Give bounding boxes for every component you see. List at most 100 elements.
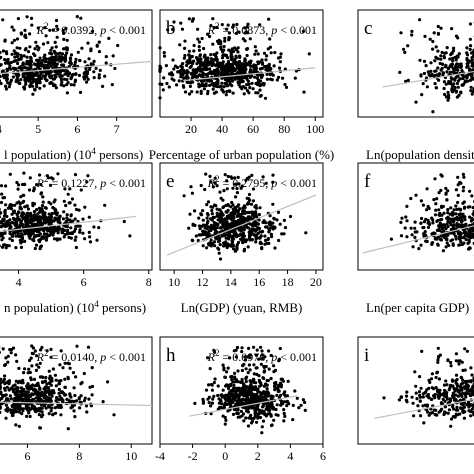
data-point: [424, 76, 429, 80]
data-point: [272, 64, 276, 68]
data-point: [450, 65, 454, 69]
data-point: [246, 245, 250, 249]
data-point: [204, 62, 208, 66]
stat-part: < 0.001: [106, 350, 146, 364]
data-point: [267, 17, 271, 21]
data-point: [229, 375, 233, 379]
data-point: [18, 46, 22, 50]
data-point: [264, 68, 268, 72]
data-point: [436, 57, 440, 61]
data-point: [182, 56, 186, 60]
data-point: [69, 53, 74, 57]
data-point: [36, 381, 40, 385]
data-point: [219, 67, 223, 71]
data-point: [69, 83, 73, 87]
data-point: [55, 24, 59, 28]
data-point: [434, 202, 438, 206]
data-point: [29, 214, 33, 218]
data-point: [68, 392, 72, 396]
data-point: [201, 229, 205, 233]
data-point: [2, 214, 7, 218]
data-point: [36, 66, 40, 70]
data-point: [212, 380, 216, 385]
r-squared-stat: R2 = 0.0392, p < 0.001: [36, 21, 146, 37]
data-point: [276, 384, 281, 389]
data-point: [226, 386, 231, 390]
data-point: [253, 399, 257, 403]
data-point: [248, 368, 252, 372]
data-point: [190, 19, 194, 23]
data-point: [464, 74, 468, 78]
data-point: [218, 219, 222, 223]
data-point: [431, 387, 436, 391]
data-points: [0, 15, 120, 96]
data-point: [398, 70, 402, 74]
data-point: [253, 224, 258, 228]
data-point: [43, 77, 47, 81]
data-point: [437, 191, 441, 195]
data-point: [457, 223, 461, 227]
data-point: [456, 200, 460, 205]
data-point: [86, 41, 90, 45]
data-point: [245, 47, 249, 51]
data-point: [188, 212, 192, 216]
data-point: [60, 230, 64, 234]
x-tick-label: 12: [197, 275, 209, 289]
data-point: [62, 210, 66, 214]
data-point: [90, 393, 94, 397]
data-point: [245, 392, 249, 396]
data-point: [5, 58, 9, 63]
data-point: [46, 71, 51, 75]
data-point: [231, 25, 235, 29]
data-point: [271, 73, 275, 77]
scatter-panel-8: -4-20246Ln(percentage of built-up area) …: [155, 336, 326, 463]
data-point: [63, 377, 67, 381]
data-point: [400, 216, 404, 220]
data-point: [187, 226, 191, 230]
data-point: [26, 72, 30, 76]
data-point: [31, 92, 35, 96]
data-point: [406, 44, 410, 48]
data-point: [286, 379, 290, 383]
data-point: [83, 237, 87, 241]
data-point: [430, 411, 434, 415]
data-point: [55, 72, 59, 76]
data-point: [55, 211, 60, 215]
data-point: [222, 366, 226, 370]
data-point: [269, 51, 273, 55]
data-point: [86, 345, 91, 349]
data-point: [28, 84, 32, 89]
data-point: [21, 381, 25, 385]
data-point: [234, 195, 238, 199]
data-point: [241, 37, 245, 41]
data-point: [3, 382, 7, 386]
data-point: [74, 245, 78, 250]
data-point: [273, 381, 277, 385]
data-point: [419, 221, 423, 225]
data-point: [34, 40, 38, 44]
data-point: [451, 49, 456, 53]
data-point: [454, 58, 458, 62]
data-point: [234, 31, 238, 35]
data-point: [447, 93, 451, 97]
data-point: [33, 47, 37, 51]
data-point: [69, 226, 73, 230]
data-point: [28, 32, 32, 36]
data-point: [26, 371, 30, 375]
data-point: [426, 70, 430, 74]
data-point: [248, 60, 252, 64]
r-squared-stat: R2 = 0.1227, p < 0.001: [36, 174, 146, 190]
data-point: [433, 59, 437, 63]
data-point: [65, 213, 69, 217]
data-point: [54, 378, 58, 382]
data-point: [197, 40, 201, 44]
data-point: [240, 346, 244, 350]
data-point: [265, 54, 269, 58]
data-point: [225, 82, 229, 86]
data-point: [187, 53, 191, 58]
data-point: [35, 58, 39, 62]
data-point: [190, 90, 194, 94]
data-point: [14, 393, 18, 397]
data-point: [55, 238, 59, 242]
data-point: [280, 377, 284, 381]
